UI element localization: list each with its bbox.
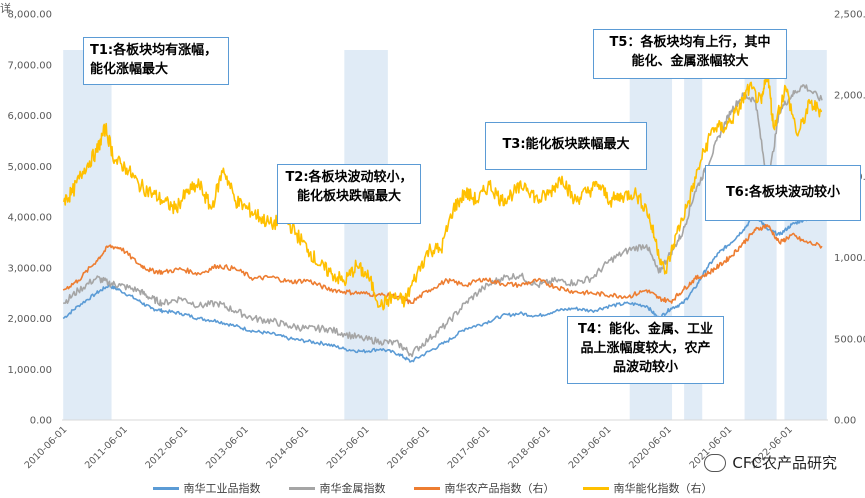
series-lines (62, 70, 823, 363)
x-tick-label: 2016-06-01 (385, 424, 432, 471)
annotation-t1: T1:各板块均有涨幅， 能化涨幅最大 (83, 37, 229, 85)
watermark: CFC农产品研究 (704, 452, 837, 473)
legend-item-metal: 南华金属指数 (288, 479, 386, 497)
x-tick-label: 2012-06-01 (143, 424, 190, 471)
legend-label-agri: 南华农产品指数（右） (444, 482, 555, 495)
legend-swatch-energy (582, 486, 609, 490)
y-left-tick-label: 7,000.00 (7, 60, 52, 71)
x-tick-label: 2011-06-01 (83, 424, 130, 471)
legend-swatch-agri (413, 486, 440, 490)
x-tick-label: 2010-06-01 (23, 424, 70, 471)
line-chart: 0.00 1,000.00 2,000.00 3,000.00 4,000.00 5,00… (7, 10, 865, 472)
legend-swatch-metal (288, 486, 315, 490)
shaded-period-0 (63, 50, 112, 420)
series-line-metal (63, 84, 823, 358)
y-left-tick-label: 1,000.00 (7, 365, 52, 376)
y-left-tick-label: 4,000.00 (7, 213, 52, 224)
y-left-tick-label: 2,000.00 (7, 314, 52, 325)
shaded-periods (63, 50, 827, 420)
annotation-t6: T6:各板块波动较小 (705, 165, 861, 221)
legend-item-industrial: 南华工业品指数 (152, 479, 261, 497)
y-left-tick-label: 6,000.00 (7, 111, 52, 122)
legend-label-industrial: 南华工业品指数 (183, 482, 261, 495)
series-line-energy (62, 70, 823, 311)
x-tick-label: 2014-06-01 (264, 424, 311, 471)
x-tick-label: 2015-06-01 (325, 424, 372, 471)
annotation-t4: T4：能化、金属、工业 品上涨幅度较大，农产 品波动较小 (567, 316, 724, 384)
x-tick-label: 2019-06-01 (567, 424, 614, 471)
annotation-t3: T3:能化板块跌幅最大 (485, 122, 647, 170)
y-left-tick-label: 0.00 (30, 416, 52, 427)
y-left-tick-label: 5,000.00 (7, 162, 52, 173)
legend: 南华工业品指数 南华金属指数 南华农产品指数（右） 南华能化指数（右） (0, 479, 865, 497)
wechat-icon (704, 453, 727, 472)
series-line-agri (62, 223, 823, 305)
y-right-tick-label: 2,000.00 (834, 91, 865, 102)
legend-swatch-industrial (152, 486, 179, 490)
y-right-tick-label: 2,500.00 (834, 10, 865, 21)
legend-label-metal: 南华金属指数 (319, 482, 386, 495)
series-line-industrial (62, 213, 823, 363)
y-right-tick-label: 1,000.00 (834, 253, 865, 264)
annotation-t5: T5：各板块均有上行，其中 能化、金属涨幅较大 (593, 29, 787, 79)
watermark-text: CFC农产品研究 (732, 454, 837, 472)
y-right-tick-label: 0.00 (834, 416, 856, 427)
left-axis-unit-label: 详 (0, 3, 11, 15)
y-right-tick-label: 500.00 (834, 334, 865, 345)
y-left-tick-label: 3,000.00 (7, 263, 52, 274)
x-tick-label: 2020-06-01 (627, 424, 674, 471)
left-y-axis: 0.00 1,000.00 2,000.00 3,000.00 4,000.00 5,00… (7, 10, 52, 427)
x-tick-label: 2013-06-01 (204, 424, 251, 471)
legend-item-energy: 南华能化指数（右） (582, 479, 713, 497)
legend-item-agri: 南华农产品指数（右） (413, 479, 555, 497)
x-tick-label: 2017-06-01 (446, 424, 493, 471)
y-left-tick-label: 8,000.00 (7, 10, 52, 21)
shaded-period-1 (344, 50, 388, 420)
annotation-t2: T2:各板块波动较小， 能化板块跌幅最大 (277, 164, 421, 224)
legend-label-energy: 南华能化指数（右） (613, 482, 713, 495)
x-tick-label: 2018-06-01 (506, 424, 553, 471)
